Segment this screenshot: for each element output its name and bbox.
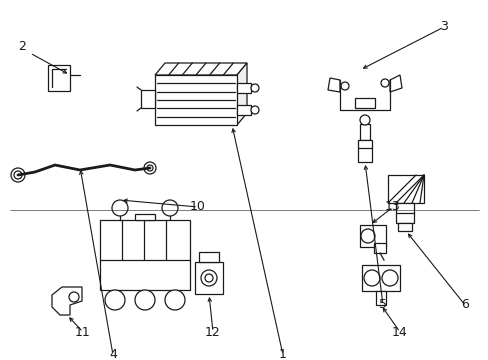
Circle shape [380, 79, 388, 87]
Text: 4: 4 [109, 348, 117, 360]
Bar [375, 291, 385, 305]
Bar [195, 262, 223, 294]
Text: 2: 2 [18, 40, 26, 54]
Circle shape [147, 165, 153, 171]
Polygon shape [52, 287, 82, 315]
Bar [354, 98, 374, 108]
Text: 6: 6 [460, 298, 468, 311]
Circle shape [164, 290, 184, 310]
Bar [359, 124, 369, 140]
Circle shape [381, 270, 397, 286]
Circle shape [250, 84, 259, 92]
Circle shape [359, 115, 369, 125]
Bar [135, 214, 155, 220]
Circle shape [143, 162, 156, 174]
Text: 14: 14 [391, 325, 407, 338]
Circle shape [135, 290, 155, 310]
Circle shape [14, 171, 22, 179]
Bar [357, 140, 371, 162]
Text: 5: 5 [378, 298, 386, 311]
Bar [237, 83, 250, 93]
Bar [397, 223, 411, 231]
Circle shape [69, 292, 79, 302]
Bar [199, 252, 219, 262]
Circle shape [360, 229, 374, 243]
Polygon shape [389, 75, 401, 92]
Circle shape [11, 168, 25, 182]
Bar [361, 265, 399, 291]
Circle shape [204, 274, 213, 282]
Polygon shape [237, 63, 246, 125]
Bar [373, 243, 385, 253]
Bar [237, 105, 250, 115]
Circle shape [340, 82, 348, 90]
Bar [48, 65, 70, 91]
Circle shape [201, 270, 217, 286]
Text: 1: 1 [279, 348, 286, 360]
Bar [155, 75, 237, 125]
Circle shape [162, 200, 178, 216]
Bar [395, 203, 413, 223]
Circle shape [250, 106, 259, 114]
Text: 3: 3 [439, 21, 447, 33]
Circle shape [112, 200, 128, 216]
Text: 12: 12 [204, 325, 221, 338]
Circle shape [105, 290, 125, 310]
Bar [359, 225, 385, 247]
Circle shape [363, 270, 379, 286]
Polygon shape [155, 63, 246, 75]
Text: 10: 10 [190, 201, 205, 213]
Bar [100, 220, 190, 290]
Bar [141, 90, 155, 108]
Text: 11: 11 [75, 325, 91, 338]
Bar [387, 175, 423, 203]
Text: 13: 13 [385, 201, 400, 213]
Polygon shape [327, 78, 339, 92]
